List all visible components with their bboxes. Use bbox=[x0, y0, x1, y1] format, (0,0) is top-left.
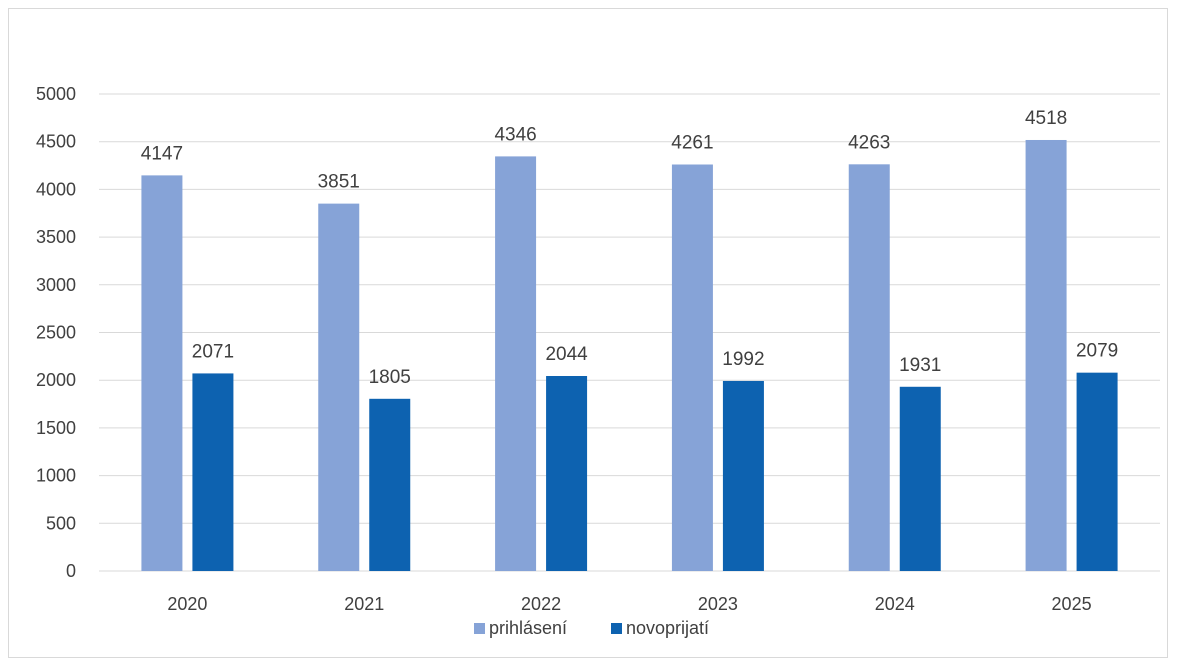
y-tick-label: 4500 bbox=[36, 132, 76, 152]
x-tick-label: 2023 bbox=[698, 594, 738, 614]
y-tick-label: 5000 bbox=[36, 84, 76, 104]
data-label: 2079 bbox=[1076, 341, 1118, 362]
y-tick-label: 500 bbox=[46, 513, 76, 533]
data-label: 3851 bbox=[318, 172, 360, 193]
data-label: 1805 bbox=[369, 367, 411, 388]
y-tick-label: 2500 bbox=[36, 323, 76, 343]
data-labels: 4147 2071 3851 1805 4346 2044 4261 1992 4263 1931… bbox=[141, 108, 1118, 388]
y-tick-label: 1500 bbox=[36, 418, 76, 438]
data-label: 4263 bbox=[848, 132, 890, 153]
x-tick-label: 2022 bbox=[521, 594, 561, 614]
x-axis-ticks: 2020 2021 2022 2023 2024 2025 bbox=[167, 594, 1091, 614]
y-tick-label: 3000 bbox=[36, 275, 76, 295]
y-tick-label: 0 bbox=[66, 561, 76, 581]
bar-novoprijati bbox=[899, 386, 941, 571]
y-axis-ticks: 0 500 1000 1500 2000 2500 3000 3500 4000 4500 5000 bbox=[36, 84, 76, 581]
x-tick-label: 2025 bbox=[1052, 594, 1092, 614]
bar-prihlaseni bbox=[848, 164, 890, 571]
bar-prihlaseni bbox=[1025, 139, 1067, 572]
bars bbox=[141, 139, 1118, 572]
data-label: 1992 bbox=[722, 349, 764, 370]
y-tick-label: 4000 bbox=[36, 179, 76, 199]
x-tick-label: 2020 bbox=[167, 594, 207, 614]
y-tick-label: 1000 bbox=[36, 466, 76, 486]
bar-prihlaseni bbox=[318, 203, 360, 571]
data-label: 4346 bbox=[494, 124, 536, 145]
x-tick-label: 2021 bbox=[344, 594, 384, 614]
bar-novoprijati bbox=[1076, 372, 1118, 571]
gridlines bbox=[99, 93, 1160, 572]
bar-novoprijati bbox=[722, 380, 764, 571]
legend: prihlásení novoprijatí bbox=[474, 618, 709, 638]
y-tick-label: 3500 bbox=[36, 227, 76, 247]
bar-prihlaseni bbox=[141, 175, 183, 571]
legend-swatch bbox=[611, 623, 622, 634]
data-label: 4518 bbox=[1025, 108, 1067, 129]
legend-swatch bbox=[474, 623, 485, 634]
legend-label: prihlásení bbox=[489, 618, 567, 638]
y-tick-label: 2000 bbox=[36, 370, 76, 390]
bar-novoprijati bbox=[369, 398, 411, 571]
legend-label: novoprijatí bbox=[626, 618, 709, 638]
data-label: 4261 bbox=[671, 133, 713, 154]
bar-prihlaseni bbox=[671, 164, 713, 571]
data-label: 1931 bbox=[899, 355, 941, 376]
data-label: 2071 bbox=[192, 341, 234, 362]
bar-prihlaseni bbox=[495, 156, 537, 571]
data-label: 4147 bbox=[141, 143, 183, 164]
bar-novoprijati bbox=[192, 373, 234, 571]
data-label: 2044 bbox=[545, 344, 588, 365]
bar-novoprijati bbox=[546, 376, 588, 571]
x-tick-label: 2024 bbox=[875, 594, 915, 614]
